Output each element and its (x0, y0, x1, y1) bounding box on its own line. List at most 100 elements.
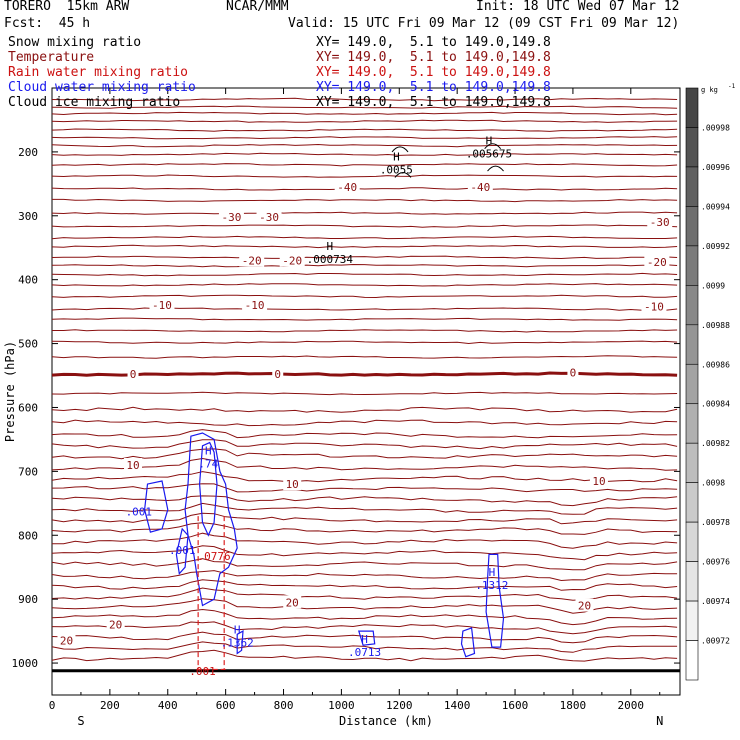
isotherm-label-bg (589, 473, 608, 487)
contour-labels: -40 -40 -30 -30 -30 -20 -20 -20 -10 -10 -10 0 0 0 10 10… (57, 135, 673, 678)
colorbar-segment (685, 640, 699, 681)
field-cloud-ice-xy: XY= 149.0, 5.1 to 149.0,149.8 (316, 95, 551, 110)
isotherm-label: 0 (570, 366, 577, 379)
isotherm-line (51, 448, 678, 460)
isotherm-label: 20 (60, 635, 73, 648)
colorbar-unit-exponent: -1 (728, 83, 736, 90)
isotherm-line (51, 272, 678, 277)
cloud-water-contour (460, 627, 476, 658)
field-temperature-xy: XY= 149.0, 5.1 to 149.0,149.8 (316, 50, 551, 65)
extremum-value: .0776 (198, 550, 231, 563)
extremum-value: .1312 (475, 579, 508, 592)
colorbar-segment (685, 561, 699, 602)
isotherm-line (51, 355, 678, 359)
isotherm-label: 20 (578, 600, 591, 613)
cloud-water-contour (485, 553, 505, 648)
colorbar-tick-label: .00972 (701, 637, 730, 646)
isotherm-label-bg (127, 367, 139, 381)
isotherm-line (51, 483, 678, 493)
isotherm-line (51, 187, 678, 191)
isotherm-line (51, 294, 678, 299)
x-tick-label: 1000 (328, 699, 355, 712)
colorbar-tick-label: .0099 (701, 281, 725, 290)
isotherm-line (51, 429, 678, 439)
isotherm-label-bg (242, 298, 268, 312)
y-tick-label: 500 (18, 338, 38, 351)
x-tick-label: 1800 (560, 699, 587, 712)
y-tick-label: 800 (18, 529, 38, 542)
isotherm-line (51, 255, 678, 260)
x-tick-label: 1600 (502, 699, 529, 712)
colorbar-segment (685, 363, 699, 405)
isotherm-line (51, 621, 678, 635)
isotherm-line (51, 128, 678, 132)
end-label-south: S (77, 714, 84, 728)
x-tick-label: 0 (49, 699, 56, 712)
isotherm-line (51, 211, 678, 215)
isotherm-line (51, 457, 678, 471)
cloud-ice-contour (391, 146, 409, 153)
isotherm-label: 10 (286, 478, 299, 491)
isotherm-line (52, 105, 678, 109)
colorbar-segment (685, 482, 699, 523)
isotherm-line (51, 224, 678, 228)
isotherm-label-bg (149, 298, 175, 312)
x-tick-label: 200 (100, 699, 120, 712)
isotherm-label-bg (283, 595, 302, 609)
isotherm-label: 10 (592, 475, 605, 488)
isotherm-line (51, 522, 678, 535)
isotherm-line (51, 283, 678, 287)
center-title: NCAR/MMM (226, 0, 289, 14)
cloud-ice-contour (487, 165, 504, 172)
isotherm-label-bg (641, 299, 667, 313)
isotherm-line (52, 198, 678, 203)
cloud-water-contour (175, 527, 189, 575)
colorbar-tick-label: .00986 (701, 360, 730, 369)
y-tick-label: 1000 (12, 657, 39, 670)
colorbar-segment (685, 442, 699, 483)
isotherm-line (52, 329, 678, 333)
isotherm-line (51, 419, 678, 427)
isotherm-line (51, 340, 678, 345)
isotherm-label: -20 (282, 255, 302, 268)
colorbar-tick-label: .00974 (701, 597, 730, 606)
colorbar-tick-label: .00984 (701, 400, 730, 409)
colorbar-tick-label: .00978 (701, 518, 730, 527)
isotherm-line (51, 111, 678, 116)
isotherm-label-bg (106, 617, 125, 631)
colorbar: .00998 .00996 .00994 .00992 .0099 .00988 .0098… (685, 83, 736, 681)
isotherm-label-bg (575, 598, 594, 612)
isotherm-line (51, 136, 678, 140)
y-tick-label: 900 (18, 593, 38, 606)
colorbar-tick-label: .00976 (701, 558, 730, 567)
field-snow: Snow mixing ratio (8, 35, 142, 50)
colorbar-segment (685, 127, 699, 168)
isotherm-line (51, 649, 678, 662)
y-axis-label: Pressure (hPa) (3, 341, 17, 442)
colorbar-unit: g kg (701, 86, 718, 94)
colorbar-segment (685, 166, 699, 207)
x-tick-label: 400 (158, 699, 178, 712)
isotherm-label: -10 (245, 299, 265, 312)
extremum-marker: H (393, 151, 400, 164)
field-cloud-water: Cloud water mixing ratio (8, 80, 196, 95)
isotherm-label-bg (283, 477, 302, 491)
extremum-value: .0713 (348, 646, 381, 659)
colorbar-segment (685, 206, 699, 247)
isotherm-label: 0 (274, 368, 281, 381)
isotherm-label-bg (256, 210, 282, 224)
axes: 0 200 400 600 800 1000 1200 1400 1600 1800 2000Dis… (3, 88, 680, 728)
extremum-value: .001 (126, 506, 153, 519)
isotherm-line (51, 579, 678, 591)
isotherm-label: -20 (647, 256, 667, 269)
isotherm-line (51, 641, 678, 653)
isotherm-label-bg (467, 180, 493, 194)
colorbar-segment (685, 245, 699, 286)
extremum-marker: H (486, 135, 493, 148)
isotherm-label-bg (272, 367, 284, 381)
isotherm-line (51, 495, 678, 507)
extremum-value: .74 (198, 458, 218, 471)
isotherm-line (51, 119, 678, 123)
y-tick-label: 400 (18, 274, 38, 287)
y-tick-label: 700 (18, 465, 38, 478)
